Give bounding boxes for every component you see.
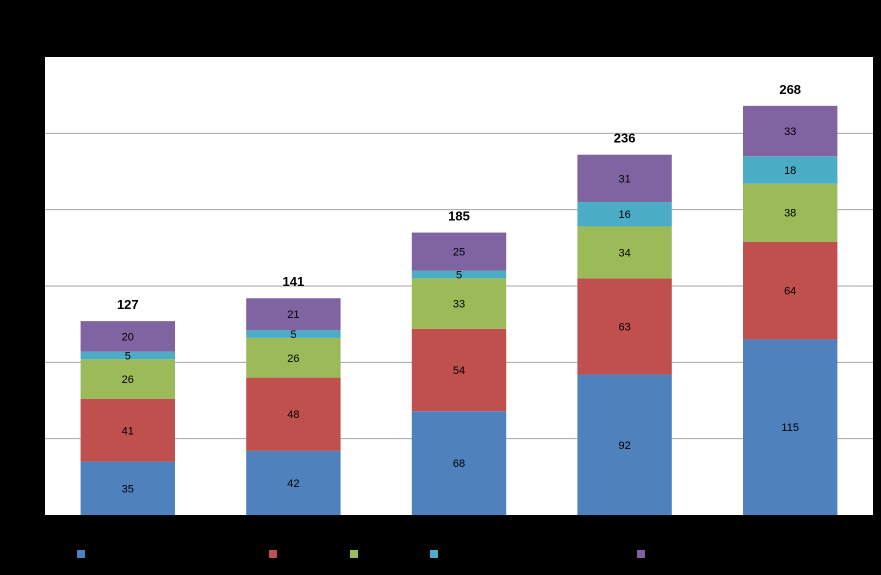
- bar-segment: [577, 154, 672, 203]
- bar-segment: [80, 359, 175, 399]
- data-label: 31: [618, 173, 630, 185]
- total-label: 185: [448, 209, 470, 224]
- total-label: 268: [779, 82, 801, 97]
- data-label: 63: [618, 321, 630, 333]
- legend-marker: [350, 550, 358, 558]
- data-label: 5: [456, 270, 462, 282]
- data-label: 33: [784, 126, 796, 138]
- data-label: 48: [287, 409, 299, 421]
- data-label: 34: [618, 247, 630, 259]
- data-label: 18: [784, 165, 796, 177]
- data-label: 38: [784, 208, 796, 220]
- bar-segment: [577, 226, 672, 279]
- bar-segment: [80, 351, 175, 360]
- data-label: 20: [122, 331, 134, 343]
- bar-segment: [577, 202, 672, 227]
- data-label: 68: [453, 458, 465, 470]
- legend-marker: [269, 550, 277, 558]
- bar-segment: [80, 321, 175, 352]
- legend-marker: [77, 550, 85, 558]
- bar-segment: [246, 450, 341, 515]
- bar-segment: [246, 337, 341, 378]
- legend: [77, 550, 645, 558]
- total-label: 236: [614, 131, 636, 146]
- bar-segment: [743, 105, 838, 157]
- data-label: 92: [618, 440, 630, 452]
- data-label: 16: [618, 209, 630, 221]
- bars: [80, 105, 838, 515]
- data-label: 26: [122, 374, 134, 386]
- segment-labels: 35 41 26 5 20 42 48 26 5 21 68 54 33 5 25 92 63 34 16 31 115…: [122, 126, 799, 495]
- data-label: 33: [453, 299, 465, 311]
- bar-segment: [743, 339, 838, 515]
- bar-segment: [80, 461, 175, 515]
- bar-segment: [743, 241, 838, 340]
- bar-segment: [577, 278, 672, 375]
- data-label: 5: [290, 329, 296, 341]
- bar-segment: [411, 278, 507, 329]
- bar-segment: [246, 377, 341, 451]
- bar-segment: [246, 298, 341, 331]
- bar-segment: [411, 411, 507, 515]
- bar-segment: [80, 398, 175, 462]
- legend-marker: [637, 550, 645, 558]
- bar-segment: [411, 328, 507, 412]
- bar-segment: [743, 156, 838, 184]
- bar-segment: [743, 183, 838, 242]
- bar-segment: [411, 270, 507, 279]
- bar-segment: [246, 330, 341, 338]
- data-label: 42: [287, 478, 299, 490]
- legend-marker: [430, 550, 438, 558]
- data-label: 26: [287, 353, 299, 365]
- data-label: 5: [125, 350, 131, 362]
- data-label: 115: [781, 422, 799, 434]
- data-label: 25: [453, 247, 465, 259]
- data-label: 64: [784, 286, 796, 298]
- data-label: 35: [122, 483, 134, 495]
- bar-segment: [577, 374, 672, 515]
- bar-segment: [411, 232, 507, 271]
- total-label: 141: [283, 274, 305, 289]
- data-label: 54: [453, 365, 465, 377]
- data-label: 21: [287, 309, 299, 321]
- total-label: 127: [117, 297, 139, 312]
- data-label: 41: [122, 425, 134, 437]
